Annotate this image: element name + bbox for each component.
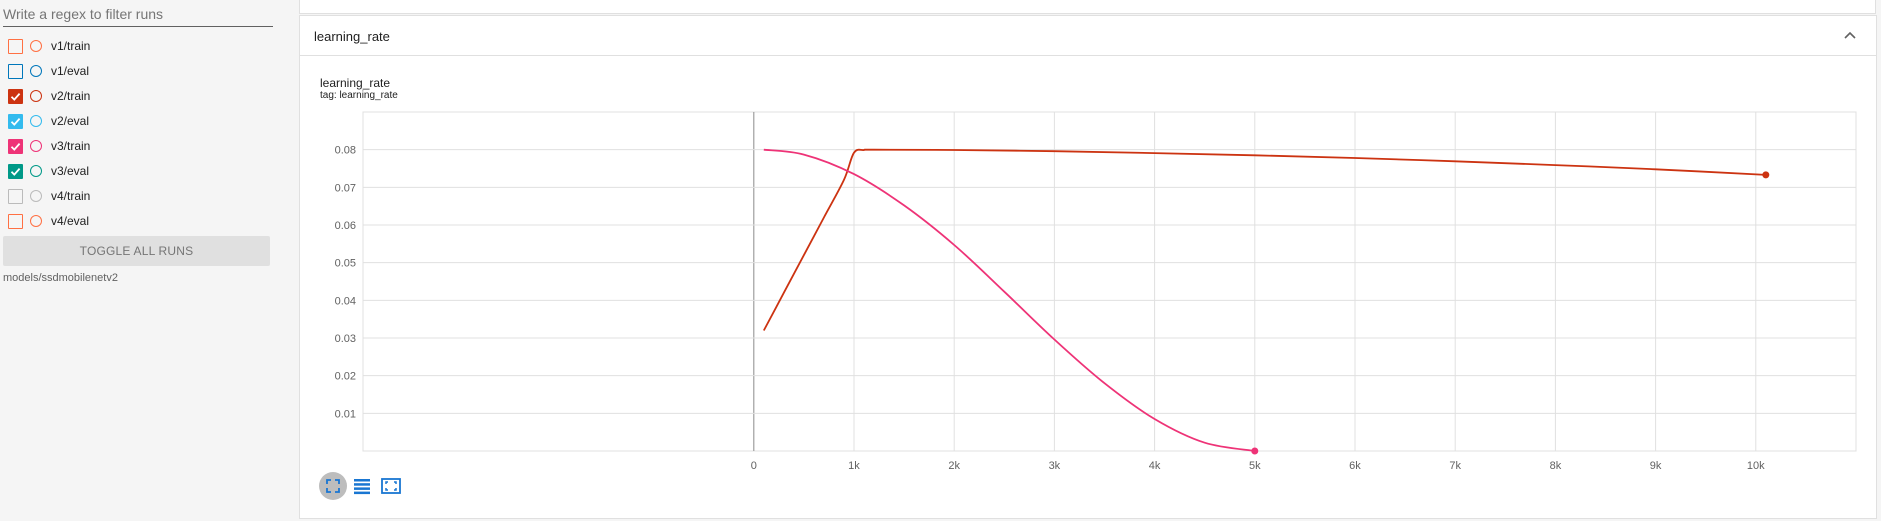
x-tick-label: 3k <box>1049 460 1061 472</box>
chart-tag: tag: learning_rate <box>320 90 398 101</box>
y-tick-label: 0.04 <box>335 295 356 307</box>
run-color-radio[interactable] <box>30 40 42 52</box>
run-label: v1/train <box>51 39 91 53</box>
previous-card-edge <box>299 0 1876 14</box>
x-tick-label: 0 <box>751 460 757 472</box>
y-tick-label: 0.05 <box>335 258 356 270</box>
run-list: v1/train v1/eval v2/train v2/eval v3/train v3… <box>0 34 282 234</box>
x-tick-label: 1k <box>848 460 860 472</box>
run-color-radio[interactable] <box>30 165 42 177</box>
run-label: v4/train <box>51 189 91 203</box>
checkmark-icon <box>10 93 21 101</box>
run-label: v3/eval <box>51 164 90 178</box>
run-checkbox[interactable] <box>8 164 23 179</box>
toggle-all-runs-button[interactable]: TOGGLE ALL RUNS <box>3 236 270 266</box>
run-label: v1/eval <box>51 64 90 78</box>
checkmark-icon <box>10 118 21 126</box>
y-tick-label: 0.06 <box>335 220 356 232</box>
series-endpoint-v2-train <box>1762 171 1770 179</box>
run-item[interactable]: v4/eval <box>0 209 282 234</box>
x-tick-label: 6k <box>1349 460 1361 472</box>
run-checkbox[interactable] <box>8 189 23 204</box>
card-title: learning_rate <box>314 29 390 44</box>
run-item[interactable]: v3/eval <box>0 159 282 184</box>
run-checkbox[interactable] <box>8 139 23 154</box>
y-tick-label: 0.07 <box>335 182 356 194</box>
run-label: v2/train <box>51 89 91 103</box>
card-header[interactable]: learning_rate <box>300 16 1876 56</box>
run-label: v4/eval <box>51 214 90 228</box>
run-checkbox[interactable] <box>8 89 23 104</box>
y-tick-label: 0.01 <box>335 408 356 420</box>
run-color-radio[interactable] <box>30 190 42 202</box>
run-color-radio[interactable] <box>30 140 42 152</box>
run-color-radio[interactable] <box>30 215 42 227</box>
chart-title: learning_rate <box>320 76 391 90</box>
run-color-radio[interactable] <box>30 115 42 127</box>
run-item[interactable]: v2/train <box>0 84 282 109</box>
x-tick-label: 4k <box>1149 460 1161 472</box>
fit-domain-icon[interactable] <box>319 472 347 500</box>
run-color-radio[interactable] <box>30 65 42 77</box>
y-tick-label: 0.03 <box>335 333 356 345</box>
checkmark-icon <box>10 168 21 176</box>
x-tick-label: 5k <box>1249 460 1261 472</box>
y-tick-label: 0.08 <box>335 145 356 157</box>
run-item[interactable]: v3/train <box>0 134 282 159</box>
x-tick-label: 8k <box>1550 460 1562 472</box>
expand-icon[interactable] <box>377 472 405 500</box>
chevron-up-icon[interactable] <box>1842 27 1858 43</box>
run-label: v3/train <box>51 139 91 153</box>
x-tick-label: 2k <box>948 460 960 472</box>
run-checkbox[interactable] <box>8 64 23 79</box>
sidebar: v1/train v1/eval v2/train v2/eval v3/train v3… <box>0 0 282 521</box>
series-line-v3-train <box>763 148 1255 452</box>
series-endpoint-v3-train <box>1251 447 1259 455</box>
checkmark-icon <box>10 143 21 151</box>
run-item[interactable]: v2/eval <box>0 109 282 134</box>
run-checkbox[interactable] <box>8 214 23 229</box>
y-tick-label: 0.02 <box>335 371 356 383</box>
series-line-v2-train <box>763 148 1766 331</box>
x-tick-label: 10k <box>1747 460 1765 472</box>
run-item[interactable]: v1/train <box>0 34 282 59</box>
data-table-icon[interactable] <box>348 472 376 500</box>
run-item[interactable]: v4/train <box>0 184 282 209</box>
log-directory-label: models/ssdmobilenetv2 <box>3 272 118 284</box>
run-checkbox[interactable] <box>8 114 23 129</box>
run-color-radio[interactable] <box>30 90 42 102</box>
x-tick-label: 7k <box>1449 460 1461 472</box>
plot-area <box>362 111 1857 452</box>
x-tick-label: 9k <box>1650 460 1662 472</box>
run-item[interactable]: v1/eval <box>0 59 282 84</box>
scalar-card: learning_rate <box>299 15 1877 519</box>
run-label: v2/eval <box>51 114 90 128</box>
run-checkbox[interactable] <box>8 39 23 54</box>
run-filter-input[interactable] <box>3 2 273 27</box>
